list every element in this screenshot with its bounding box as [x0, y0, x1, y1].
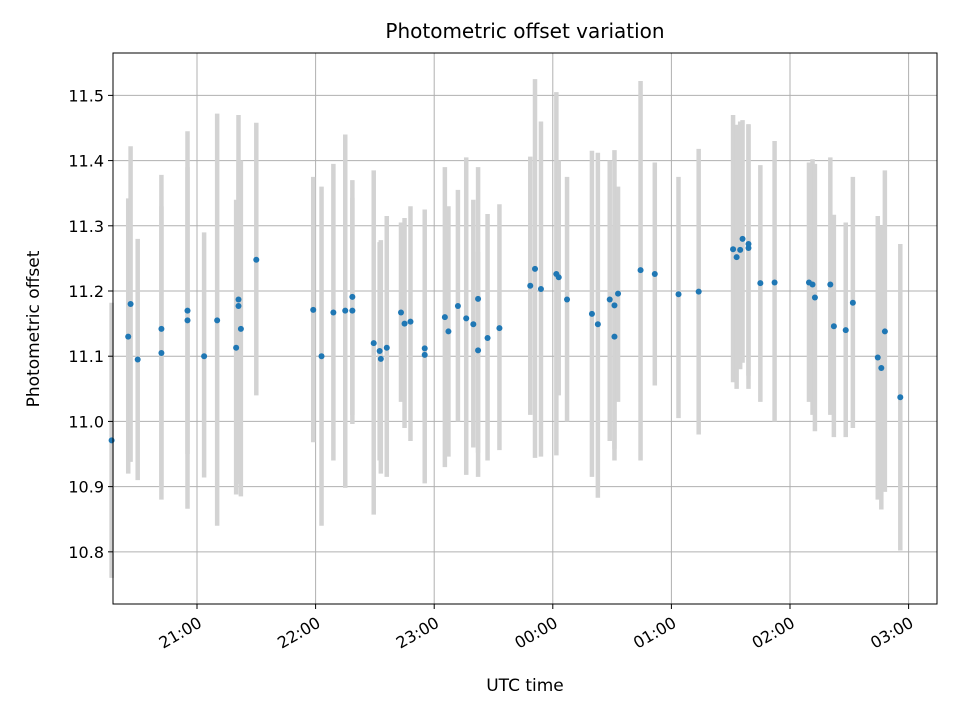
data-point [527, 282, 534, 289]
data-point [811, 294, 818, 301]
data-point [184, 317, 191, 324]
data-point [370, 340, 377, 347]
data-point [745, 241, 752, 248]
data-point [737, 246, 744, 253]
data-point [125, 333, 132, 340]
data-point [771, 279, 778, 286]
data-point [376, 347, 383, 354]
data-point [588, 310, 595, 317]
data-point [897, 394, 904, 401]
data-point [407, 318, 414, 325]
data-point [421, 345, 428, 352]
data-point [342, 307, 349, 314]
data-point [214, 317, 221, 324]
y-axis-title: Photometric offset [24, 250, 44, 407]
data-point [730, 246, 737, 253]
data-point [127, 301, 134, 308]
data-point [349, 307, 356, 314]
data-point [441, 314, 448, 321]
y-tick-label: 10.9 [68, 478, 104, 497]
data-point [695, 288, 702, 295]
data-point [555, 274, 562, 281]
data-point [637, 267, 644, 274]
data-point [606, 296, 613, 303]
data-point [484, 334, 491, 341]
data-point [739, 235, 746, 242]
data-point [564, 296, 571, 303]
data-point [383, 344, 390, 351]
y-tick-label: 11.5 [68, 86, 104, 105]
data-point [496, 325, 503, 332]
y-tick-label: 11.2 [68, 282, 104, 301]
data-point [330, 309, 337, 316]
data-point [537, 286, 544, 293]
data-point [397, 309, 404, 316]
data-point [827, 281, 834, 288]
data-point [158, 349, 165, 356]
data-point [235, 296, 242, 303]
data-point [874, 354, 881, 361]
data-point [454, 303, 461, 310]
data-point [421, 351, 428, 358]
data-points [108, 235, 904, 444]
data-point [158, 325, 165, 332]
data-point [237, 325, 244, 332]
data-point [651, 271, 658, 278]
data-point [849, 299, 856, 306]
data-point [809, 281, 816, 288]
data-point [842, 327, 849, 334]
data-point [233, 344, 240, 351]
data-point [615, 290, 622, 297]
data-point [532, 265, 539, 272]
y-tick-label: 11.3 [68, 217, 104, 236]
data-point [377, 355, 384, 362]
y-tick-label: 11.4 [68, 152, 104, 171]
data-point [401, 320, 408, 327]
data-point [757, 280, 764, 287]
data-point [253, 256, 260, 263]
data-point [134, 356, 141, 363]
data-point [881, 328, 888, 335]
data-point [594, 321, 601, 328]
data-point [463, 315, 470, 322]
y-axis-ticks: 10.8 10.9 11.0 11.1 11.2 11.3 11.4 11.5 [68, 86, 113, 562]
data-point [475, 295, 482, 302]
data-point [878, 364, 885, 371]
data-point [675, 291, 682, 298]
data-point [349, 293, 356, 300]
y-tick-label: 10.8 [68, 543, 104, 562]
data-point [830, 323, 837, 330]
data-point [733, 254, 740, 261]
plot-frame [112, 52, 938, 605]
data-point [235, 303, 242, 310]
data-point [475, 347, 482, 354]
x-axis-title: UTC time [486, 676, 564, 696]
chart-title: Photometric offset variation [385, 19, 664, 43]
data-point [318, 353, 325, 360]
data-point [108, 437, 115, 444]
data-point [310, 306, 317, 313]
data-point [201, 353, 208, 360]
data-point [611, 333, 618, 340]
data-point [611, 302, 618, 309]
y-tick-label: 11.1 [68, 347, 104, 366]
data-point [445, 328, 452, 335]
data-point [470, 321, 477, 328]
y-tick-label: 11.0 [68, 412, 104, 431]
data-point [184, 307, 191, 314]
grid [113, 53, 937, 604]
